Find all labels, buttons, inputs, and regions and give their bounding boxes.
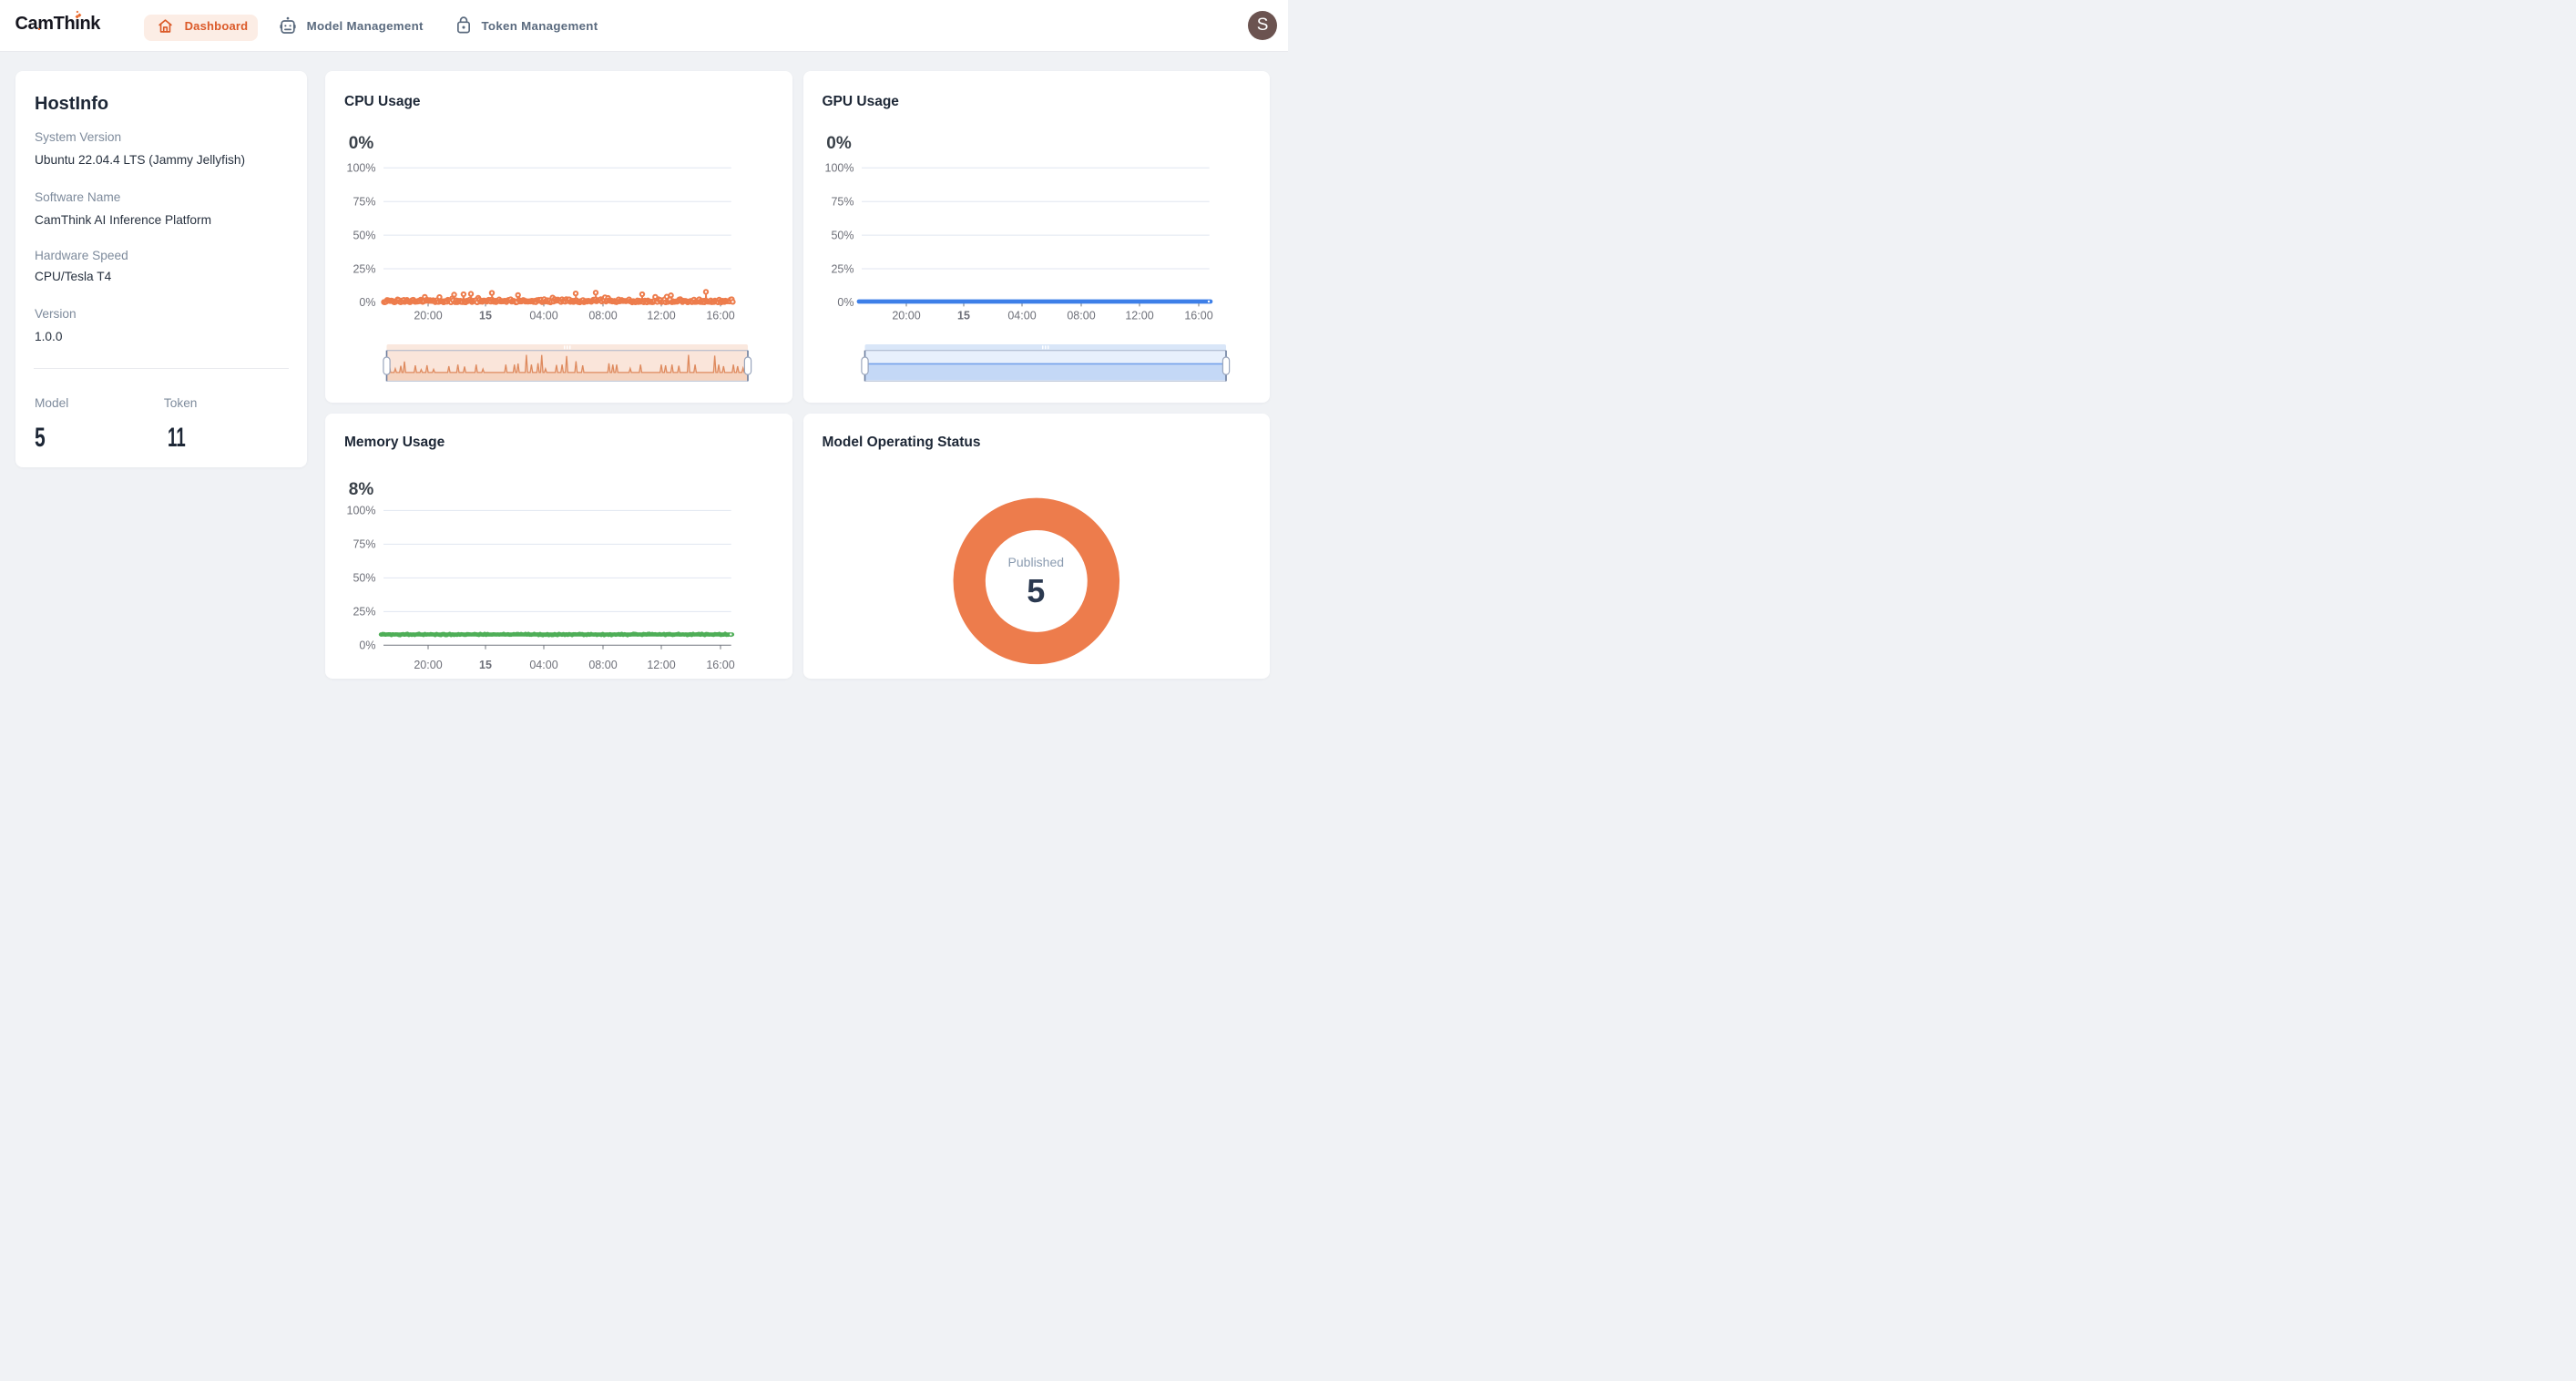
svg-text:15: 15 (479, 659, 492, 671)
svg-text:20:00: 20:00 (414, 659, 442, 671)
svg-text:08:00: 08:00 (588, 659, 617, 671)
svg-text:100%: 100% (824, 162, 854, 175)
svg-text:15: 15 (957, 309, 970, 322)
svg-text:50%: 50% (831, 229, 854, 241)
svg-text:75%: 75% (353, 538, 375, 551)
svg-text:100%: 100% (347, 162, 376, 175)
svg-text:04:00: 04:00 (529, 309, 557, 322)
svg-text:0%: 0% (359, 296, 375, 309)
svg-text:75%: 75% (353, 196, 375, 209)
svg-text:04:00: 04:00 (1007, 309, 1036, 322)
svg-text:16:00: 16:00 (706, 659, 734, 671)
svg-text:04:00: 04:00 (529, 659, 557, 671)
svg-text:50%: 50% (353, 229, 375, 241)
svg-text:50%: 50% (353, 572, 375, 585)
svg-text:0%: 0% (837, 296, 854, 309)
svg-text:12:00: 12:00 (647, 309, 675, 322)
svg-text:25%: 25% (831, 262, 854, 275)
svg-text:08:00: 08:00 (1067, 309, 1095, 322)
svg-text:25%: 25% (353, 262, 375, 275)
svg-text:12:00: 12:00 (1125, 309, 1153, 322)
svg-text:25%: 25% (353, 606, 375, 619)
svg-text:16:00: 16:00 (1184, 309, 1212, 322)
svg-text:15: 15 (479, 309, 492, 322)
svg-text:20:00: 20:00 (892, 309, 920, 322)
svg-text:100%: 100% (347, 505, 376, 517)
svg-text:16:00: 16:00 (706, 309, 734, 322)
svg-text:12:00: 12:00 (647, 659, 675, 671)
svg-text:75%: 75% (831, 196, 854, 209)
svg-text:0%: 0% (359, 639, 375, 652)
svg-text:20:00: 20:00 (414, 309, 442, 322)
svg-text:08:00: 08:00 (588, 309, 617, 322)
